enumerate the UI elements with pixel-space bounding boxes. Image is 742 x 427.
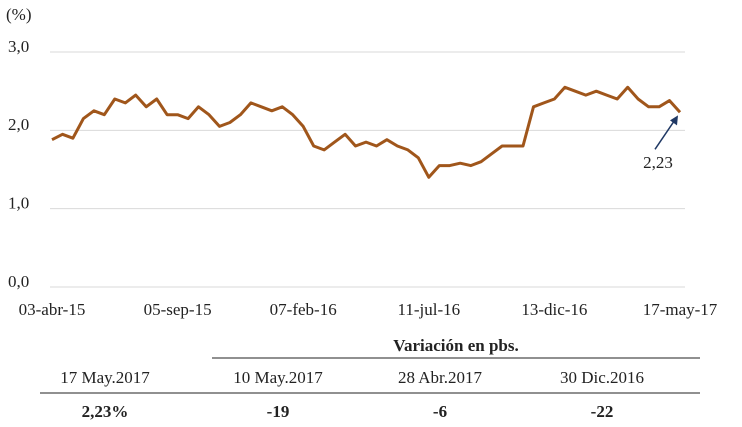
y-tick-label: 0,0 bbox=[8, 272, 29, 291]
table-column-header: 28 Abr.2017 bbox=[398, 368, 483, 387]
y-axis-label: (%) bbox=[6, 5, 31, 24]
table-group-header: Variación en pbs. bbox=[393, 336, 518, 355]
annotation: 2,23 bbox=[643, 153, 673, 172]
table-column-header: 30 Dic.2016 bbox=[560, 368, 644, 387]
x-tick-label: 05-sep-15 bbox=[144, 300, 212, 319]
annotation-arrow bbox=[654, 117, 677, 150]
x-tick-label: 17-may-17 bbox=[643, 300, 718, 319]
table-cell: -6 bbox=[433, 402, 447, 421]
line-series bbox=[51, 85, 682, 179]
table-cell: 2,23% bbox=[82, 402, 129, 421]
y-tick-label: 2,0 bbox=[8, 115, 29, 134]
x-tick-label: 13-dic-16 bbox=[521, 300, 587, 319]
table-column-header: 10 May.2017 bbox=[233, 368, 323, 387]
y-tick-label: 3,0 bbox=[8, 37, 29, 56]
annotation-arrowhead bbox=[670, 115, 678, 126]
y-tick-label: 1,0 bbox=[8, 194, 29, 213]
table-column-header: 17 May.2017 bbox=[60, 368, 150, 387]
x-tick-label: 11-jul-16 bbox=[397, 300, 460, 319]
x-tick-label: 03-abr-15 bbox=[19, 300, 86, 319]
table-cell: -22 bbox=[591, 402, 614, 421]
table-cell: -19 bbox=[267, 402, 290, 421]
x-tick-label: 07-feb-16 bbox=[270, 300, 337, 319]
